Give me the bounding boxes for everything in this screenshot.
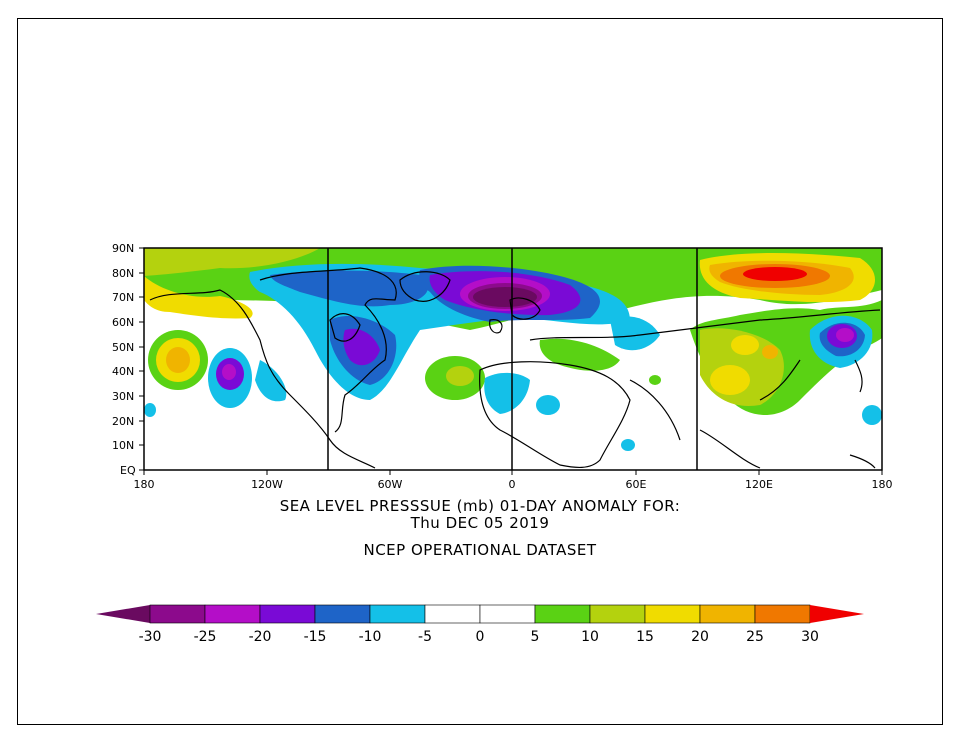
scale-bin-neg25: [204, 604, 261, 624]
lat-label-60n: 60N: [112, 316, 134, 329]
scale-label-0: 0: [476, 629, 485, 645]
scale-label-pos15: 15: [636, 629, 654, 645]
longitude-axis: 180 120W 60W 0 60E 120E 180: [134, 470, 893, 491]
scale-label-pos30: 30: [801, 629, 819, 645]
scale-bin-neg30: [149, 604, 206, 624]
scale-label-pos20: 20: [691, 629, 709, 645]
scale-arrow-left: [96, 605, 150, 623]
dataset-name: NCEP OPERATIONAL DATASET: [363, 541, 597, 559]
figure-frame: [17, 18, 943, 725]
scale-label-neg5: -5: [418, 629, 432, 645]
british-isles: [489, 319, 503, 334]
scale-arrow-right: [810, 605, 864, 623]
map-border: [143, 247, 883, 471]
japan: [854, 359, 863, 393]
lat-label-20n: 20N: [112, 415, 134, 428]
lon-label-180-right: 180: [872, 478, 893, 491]
figure-date: Thu DEC 05 2019: [410, 514, 550, 532]
coastlines: [149, 267, 881, 469]
scale-label-neg15: -15: [304, 629, 327, 645]
scale-label-neg25: -25: [194, 629, 217, 645]
scale-bin-neg15: [314, 604, 371, 624]
lon-label-60e: 60E: [626, 478, 647, 491]
scale-bin-neg10: [369, 604, 426, 624]
lon-label-60w: 60W: [378, 478, 403, 491]
south-asia-coast: [629, 359, 801, 469]
latitude-axis: 90N 80N 70N 60N 50N 40N 30N 20N 10N EQ: [112, 242, 144, 477]
hudson-bay: [329, 313, 361, 342]
scale-label-neg30: -30: [139, 629, 162, 645]
lat-label-80n: 80N: [112, 267, 134, 280]
lon-label-0: 0: [509, 478, 516, 491]
lon-label-180-left: 180: [134, 478, 155, 491]
alaska-positive: [144, 276, 253, 319]
scale-label-pos25: 25: [746, 629, 764, 645]
lat-label-50n: 50N: [112, 341, 134, 354]
siberian-maximum: [743, 267, 807, 281]
north-america-east-coast: [259, 267, 397, 433]
scale-bin-pos5: [534, 604, 591, 624]
lat-label-90n: 90N: [112, 242, 134, 255]
scale-bin-neg5: [424, 604, 481, 624]
scandinavia: [509, 297, 541, 320]
lat-label-70n: 70N: [112, 291, 134, 304]
scale-label-pos10: 10: [581, 629, 599, 645]
lon-label-120e: 120E: [745, 478, 773, 491]
lat-label-30n: 30N: [112, 390, 134, 403]
scale-bin-pos25: [754, 604, 811, 624]
figure-title: SEA LEVEL PRESSSUE (mb) 01-DAY ANOMALY F…: [279, 497, 681, 515]
pacific-islands: [849, 454, 876, 469]
north-america-west-coast: [149, 289, 376, 469]
scale-label-neg20: -20: [249, 629, 272, 645]
scale-label-neg10: -10: [359, 629, 382, 645]
lat-label-10n: 10N: [112, 439, 134, 452]
scale-bin-0: [479, 604, 536, 624]
north-atlantic-minimum: [473, 287, 537, 307]
scale-label-pos5: 5: [531, 629, 540, 645]
scale-bin-pos10: [589, 604, 646, 624]
scale-bin-neg20: [259, 604, 316, 624]
scale-bin-pos15: [644, 604, 701, 624]
scale-bin-pos20: [699, 604, 756, 624]
lat-label-eq: EQ: [120, 464, 136, 477]
africa: [479, 361, 631, 468]
eurasia-north: [529, 309, 881, 341]
lon-label-120w: 120W: [251, 478, 283, 491]
greenland: [399, 271, 451, 302]
lat-label-40n: 40N: [112, 365, 134, 378]
